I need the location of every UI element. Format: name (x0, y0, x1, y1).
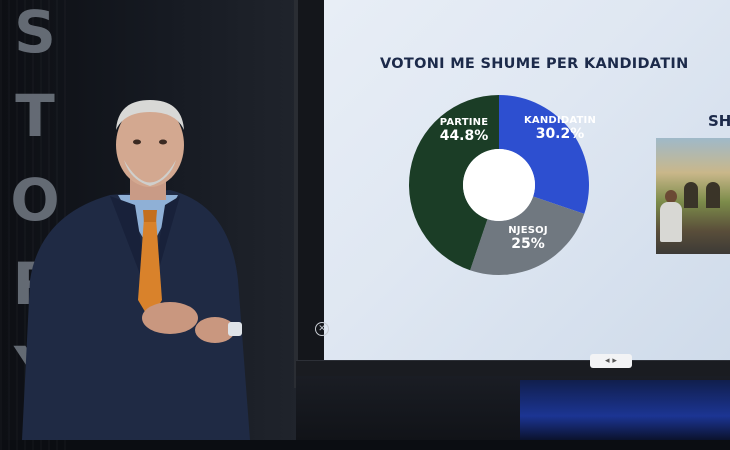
slice-name: PARTINE (439, 117, 489, 128)
slice-label-kandidatin: KANDIDATIN 30.2% (520, 115, 600, 142)
side-heading: SH (708, 112, 730, 130)
pie-slice-njesoj (470, 196, 585, 275)
pager-control[interactable]: ◂ ▸ (590, 354, 632, 368)
wall-letter: O (10, 166, 60, 234)
photo-person-head (665, 190, 677, 203)
slice-value: 30.2% (535, 125, 585, 142)
monitor-screen: VOTONI ME SHUME PER KANDIDATIN SH KANDID… (324, 0, 730, 360)
donut-hole (463, 149, 535, 221)
slice-label-njesoj: NJESOJ 25% (498, 225, 558, 252)
chart-title: VOTONI ME SHUME PER KANDIDATIN (380, 56, 689, 72)
monitor-bezel (296, 360, 730, 377)
pie-slice-kandidatin (499, 95, 589, 214)
pie-slice-partine (409, 95, 499, 271)
slice-value: 25% (511, 235, 545, 252)
donut-chart (409, 95, 589, 275)
studio-floor-light (520, 380, 730, 440)
photo-arch (684, 182, 698, 208)
close-button[interactable]: ✕ (315, 322, 329, 336)
photo-person (660, 202, 682, 242)
presenter (22, 100, 250, 440)
wall-letter: T (15, 82, 55, 150)
slice-name: NJESOJ (508, 225, 548, 236)
slice-label-partine: PARTINE 44.8% (432, 117, 496, 144)
slice-value: 44.8% (439, 127, 489, 144)
slice-name: KANDIDATIN (523, 115, 597, 126)
photo-arch (706, 182, 720, 208)
street-photo (656, 138, 730, 254)
wall-letter: S (14, 0, 56, 66)
